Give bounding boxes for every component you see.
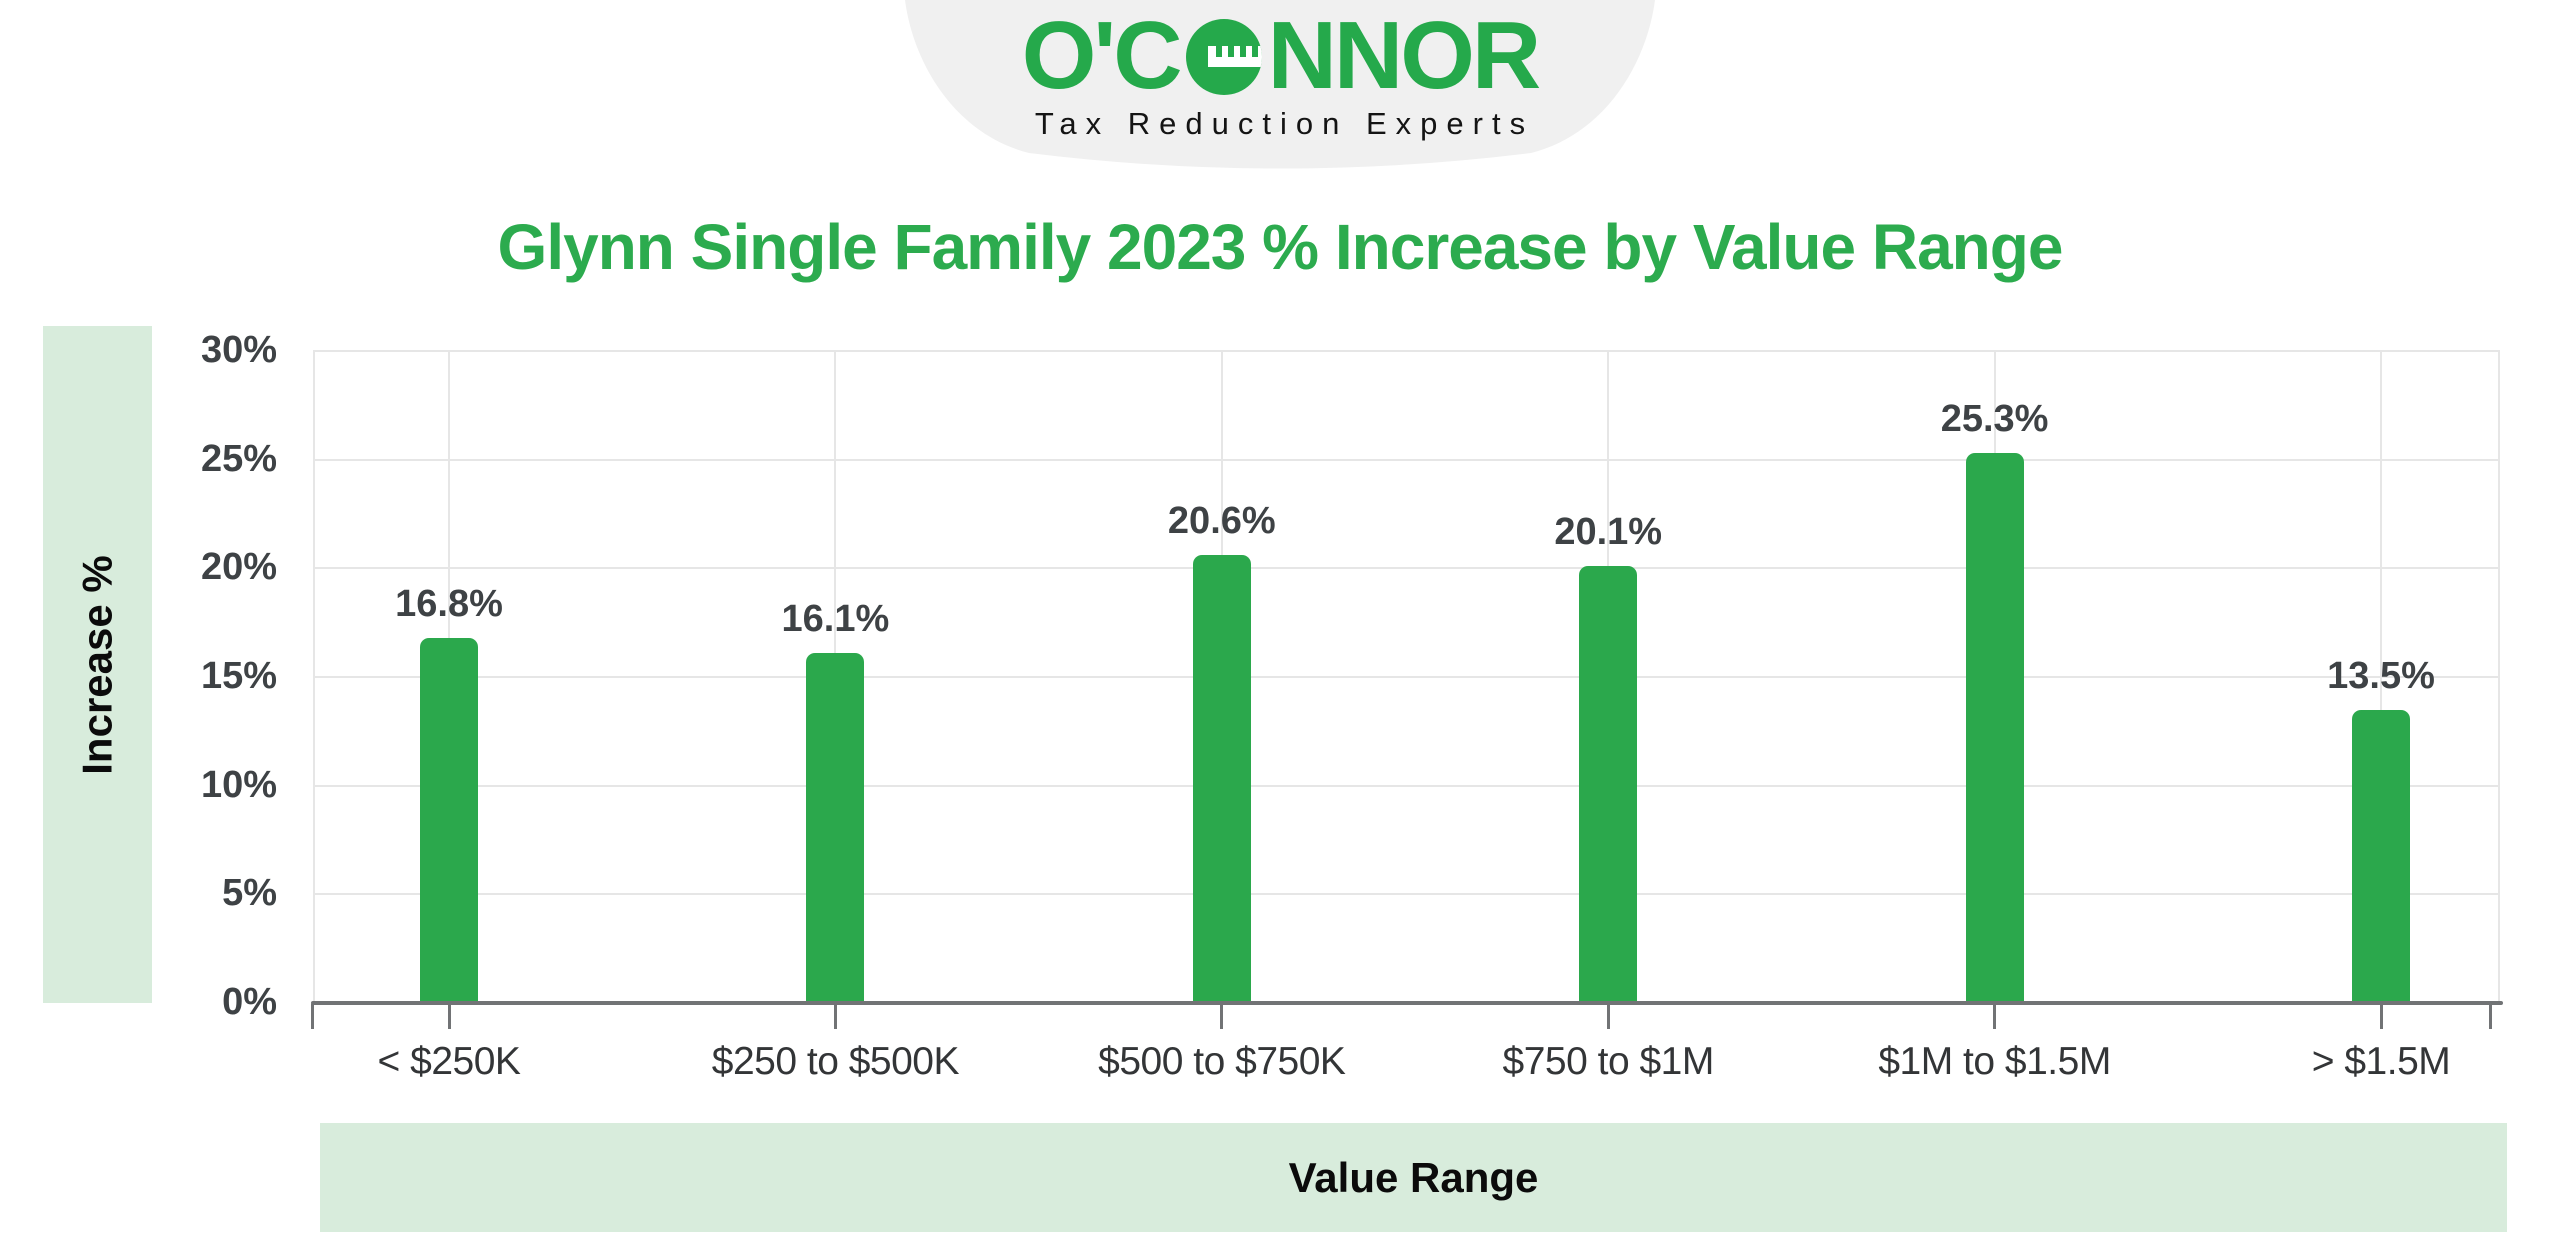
bar-value-label: 25.3% [1940, 398, 2049, 441]
y-tick-label: 30% [200, 329, 277, 371]
x-tick-label: $500 to $750K [1098, 1040, 1346, 1083]
bar [1579, 566, 1638, 1003]
plot-area: 16.8% 16.1% 20.6% 20.1% 25.3% 13.5% [313, 350, 2500, 1003]
x-axis-tick [833, 1004, 837, 1029]
horizontal-gridline [313, 893, 2500, 896]
horizontal-gridline [313, 676, 2500, 678]
brand-name-suffix: NNOR [1267, 2, 1542, 109]
x-tick-label: > $1.5M [2311, 1040, 2451, 1083]
horizontal-gridline [313, 567, 2500, 570]
tape-measure-o-icon [1185, 19, 1262, 95]
vertical-gridline [313, 351, 315, 1003]
brand-name: O'C NNOR [1022, 8, 1541, 104]
brand-badge [905, 0, 1655, 169]
y-axis-band: Increase % [43, 326, 152, 1003]
bar-value-label: 20.1% [1554, 511, 1663, 554]
x-axis-tick [1993, 1004, 1997, 1029]
x-axis-tick [447, 1004, 451, 1029]
bar-value-label: 16.1% [781, 598, 890, 641]
bar [806, 653, 865, 1003]
y-tick-label: 15% [200, 655, 277, 697]
x-axis-tick [2379, 1004, 2383, 1029]
horizontal-gridline [313, 350, 2500, 352]
x-tick-label: $750 to $1M [1502, 1040, 1715, 1083]
x-tick-label: $250 to $500K [711, 1040, 960, 1083]
x-axis-band: Value Range [320, 1123, 2507, 1232]
x-axis-tick [311, 1004, 314, 1029]
y-axis-label: Increase % [73, 554, 121, 775]
x-axis-tick [2489, 1004, 2492, 1029]
brand-logo: O'C NNOR [905, 8, 1655, 104]
brand-tagline: Tax Reduction Experts [1034, 106, 1535, 141]
horizontal-gridline [313, 458, 2500, 461]
x-tick-label: $1M to $1.5M [1878, 1040, 2111, 1083]
bar [2352, 709, 2410, 1003]
x-axis-line [311, 1001, 2503, 1005]
y-tick-label: 10% [200, 763, 277, 806]
y-tick-label: 25% [200, 437, 277, 480]
y-tick-label: 20% [200, 546, 277, 589]
bar [1192, 555, 1251, 1003]
x-axis-label: Value Range [1288, 1153, 1539, 1201]
bar-value-label: 20.6% [1167, 500, 1276, 543]
bar-value-label: 16.8% [395, 582, 503, 625]
vertical-gridline [2380, 351, 2382, 1003]
bar [420, 637, 478, 1003]
x-axis-tick [1220, 1004, 1224, 1029]
bar-value-label: 13.5% [2327, 654, 2435, 697]
brand-name-prefix: O'C [1021, 2, 1183, 109]
bar [1965, 453, 2024, 1003]
y-tick-label: 5% [222, 872, 277, 915]
vertical-gridline [2498, 351, 2500, 1003]
x-tick-label: < $250K [377, 1040, 521, 1083]
horizontal-gridline [313, 784, 2500, 787]
y-tick-label: 0% [222, 981, 277, 1023]
x-axis-tick [1606, 1004, 1610, 1029]
chart-title: Glynn Single Family 2023 % Increase by V… [497, 211, 2064, 283]
